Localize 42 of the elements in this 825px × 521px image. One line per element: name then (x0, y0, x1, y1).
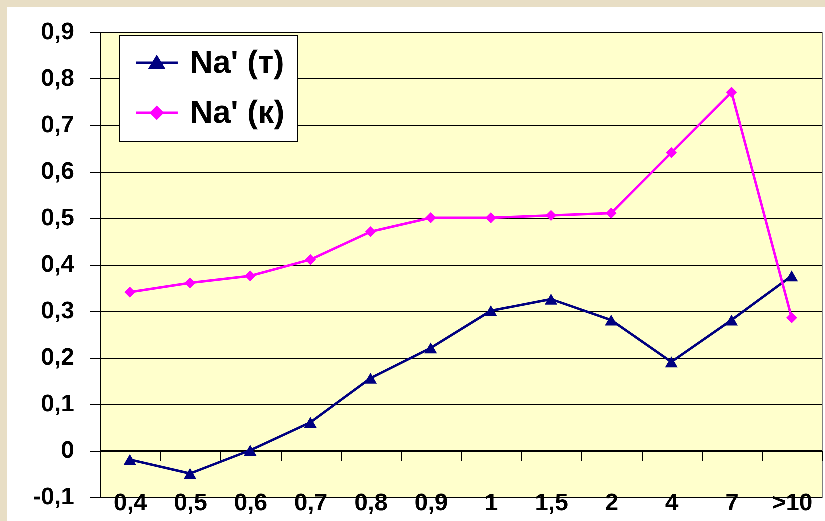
y-tick-label: 0,6 (41, 158, 74, 185)
x-tick-label: 1,5 (535, 490, 568, 516)
y-tick-label: -0,1 (33, 484, 74, 510)
point (244, 270, 256, 282)
point (365, 226, 376, 238)
y-tick-label: 0,8 (41, 65, 74, 92)
point (184, 468, 197, 480)
point (424, 342, 438, 354)
point (665, 356, 678, 368)
y-tick-label: 0,2 (41, 344, 74, 371)
y-tick-label: 0,3 (41, 298, 74, 324)
y-tick-label: 0,5 (41, 204, 74, 232)
point (606, 208, 617, 219)
y-tick-label: 0 (61, 437, 74, 464)
point (305, 254, 316, 266)
point (425, 212, 436, 224)
point (725, 314, 738, 326)
point (786, 312, 798, 324)
point (124, 286, 136, 298)
y-tick-label: 0,7 (41, 112, 74, 138)
point (364, 372, 378, 384)
point (546, 210, 557, 222)
point (605, 314, 618, 326)
x-tick-label: 7 (726, 490, 739, 516)
x-tick-label: 0,5 (174, 490, 208, 516)
point (666, 147, 678, 158)
point (484, 306, 498, 316)
x-tick-label: 0,6 (234, 490, 268, 516)
legend-label: Na' (т) (190, 44, 284, 80)
x-tick-label: 0,7 (294, 490, 328, 516)
legend-label: Na' (к) (190, 94, 285, 130)
point (726, 86, 738, 98)
point (184, 278, 196, 289)
point (304, 417, 317, 428)
point (486, 212, 497, 224)
y-tick-label: 0,1 (41, 390, 74, 418)
point (244, 445, 257, 456)
y-tick-label: 0,4 (41, 251, 76, 278)
point (786, 270, 798, 282)
point (544, 294, 558, 305)
y-tick-label: 0,9 (41, 18, 74, 46)
point (124, 454, 136, 466)
